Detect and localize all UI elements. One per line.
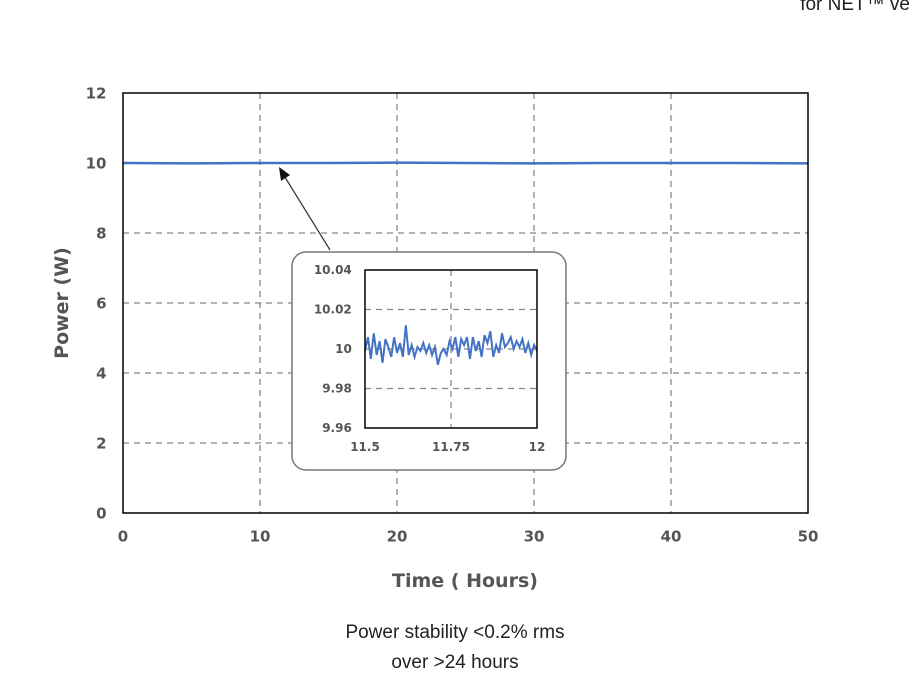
callout-arrow-line [282, 173, 331, 251]
main-plot-frame [122, 92, 809, 514]
caption-line-1: Power stability <0.2% rms [345, 622, 565, 643]
inset-y-tick-label: 10.02 [314, 303, 352, 317]
main-x-tick-label: 50 [798, 528, 819, 546]
inset-y-tick-label: 10.04 [314, 263, 352, 277]
inset-x-tick-label: 12 [529, 440, 546, 454]
main-y-tick-label: 8 [96, 224, 106, 242]
main-x-tick-label: 40 [661, 528, 682, 546]
callout-arrowhead [279, 167, 290, 181]
y-axis-label: Power (W) [51, 247, 73, 359]
inset-series-line [364, 325, 538, 366]
main-y-tick-label: 10 [86, 154, 107, 172]
header-fragment: for NET™ ve [800, 0, 910, 15]
main-y-tick-label: 12 [86, 84, 107, 102]
inset-y-tick-label: 9.98 [322, 382, 352, 396]
inset-x-tick-label: 11.75 [432, 440, 470, 454]
main-y-tick-label: 2 [96, 434, 106, 452]
main-x-tick-label: 30 [524, 528, 545, 546]
inset-plot-frame [364, 269, 538, 429]
main-series-line [122, 161, 809, 165]
inset-y-tick-label: 10 [335, 342, 352, 356]
caption-line-2: over >24 hours [391, 652, 519, 673]
main-x-tick-label: 0 [118, 528, 128, 546]
main-y-tick-label: 4 [96, 364, 106, 382]
main-x-tick-label: 10 [250, 528, 271, 546]
inset-x-tick-label: 11.5 [350, 440, 380, 454]
inset-box [291, 251, 567, 471]
main-y-tick-label: 0 [96, 504, 106, 522]
inset-y-tick-label: 9.96 [322, 421, 352, 435]
x-axis-label: Time ( Hours) [392, 570, 538, 592]
main-y-tick-label: 6 [96, 294, 106, 312]
main-x-tick-label: 20 [387, 528, 408, 546]
